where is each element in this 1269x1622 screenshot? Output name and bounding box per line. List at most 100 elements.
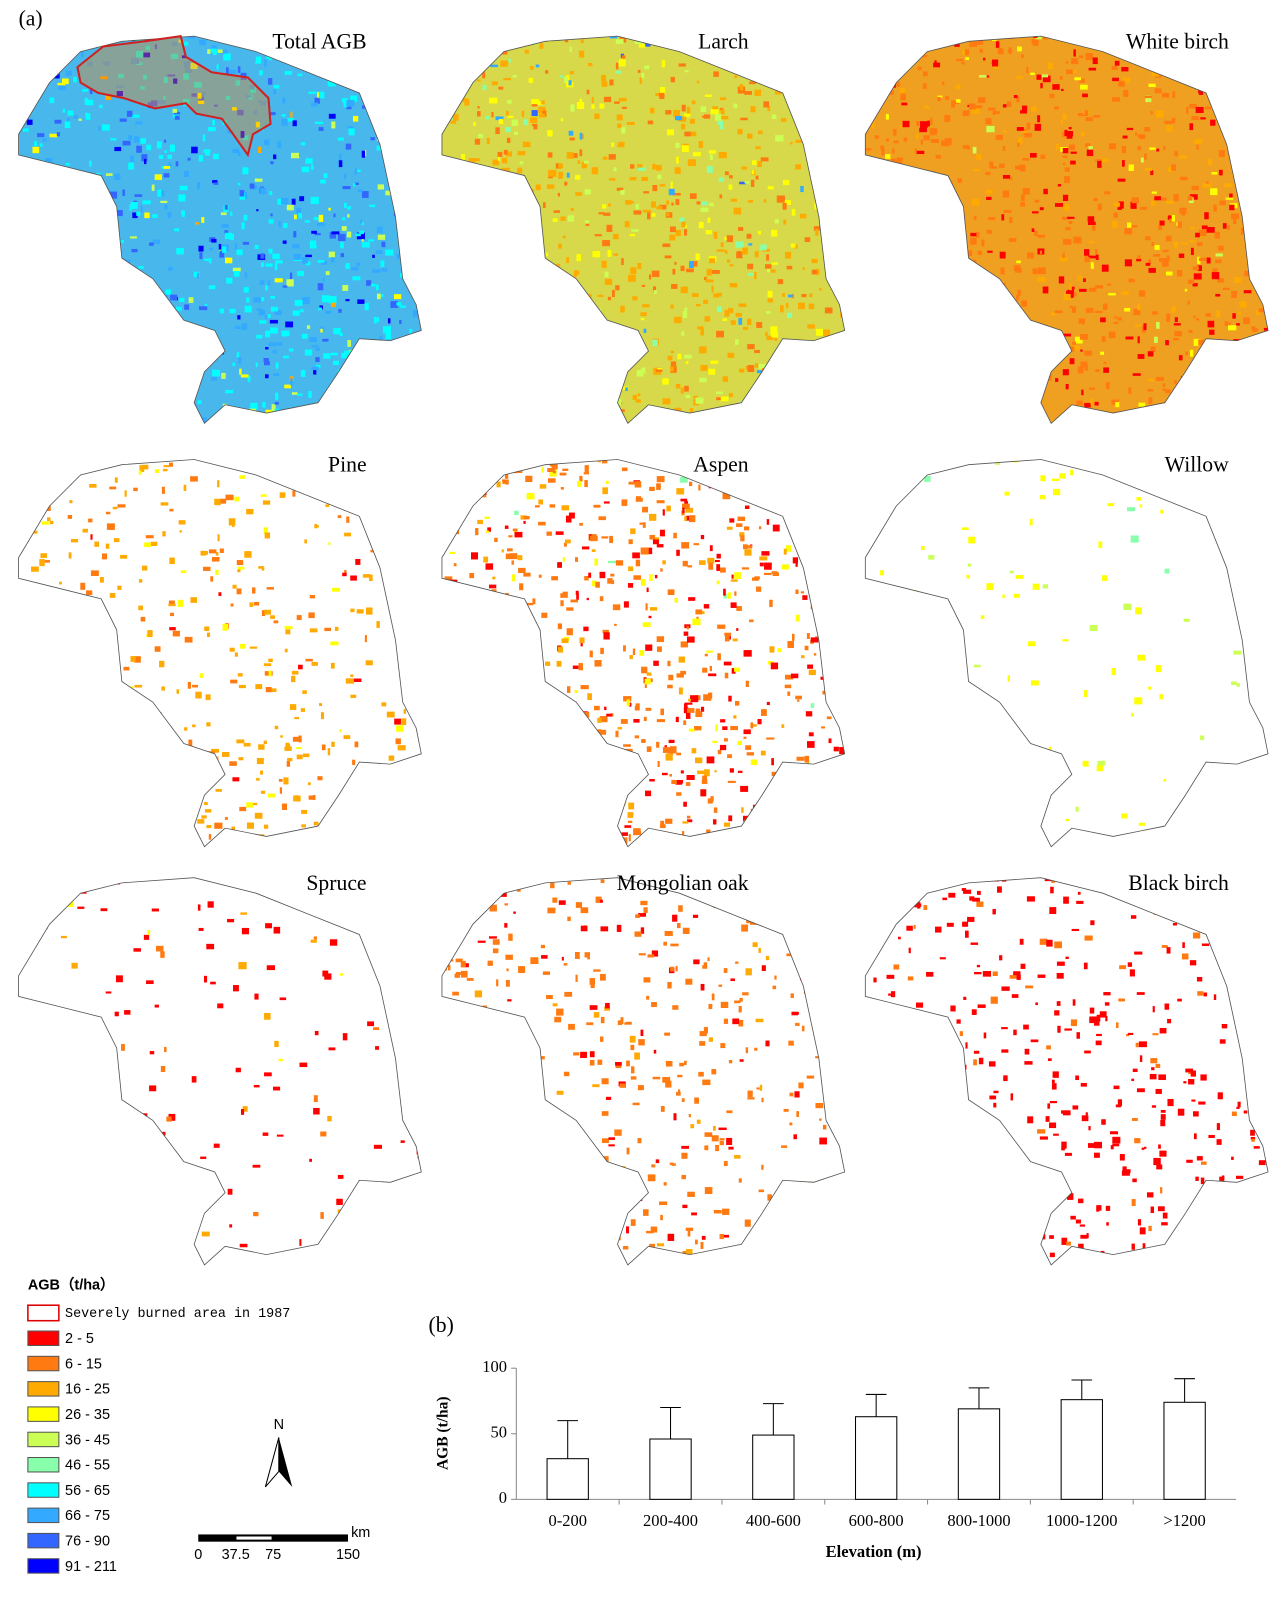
map-pixel	[343, 384, 350, 389]
map-pixel	[176, 689, 180, 694]
map-pixel	[419, 319, 422, 324]
map-pixel	[750, 470, 755, 476]
map-pixel	[804, 36, 813, 39]
map-pixel	[87, 61, 93, 67]
map-pixel	[934, 385, 942, 393]
map-pixel	[832, 53, 839, 58]
map-pixel	[820, 85, 825, 88]
map-pixel	[883, 174, 889, 178]
map-pixel	[883, 67, 890, 71]
map-pixel	[713, 293, 720, 298]
map-pixel	[1065, 383, 1069, 390]
map-pixel	[1008, 47, 1012, 54]
map-pixel	[881, 370, 886, 376]
map-pixel	[356, 609, 364, 614]
map-pixel	[1178, 355, 1183, 361]
map-pixel	[415, 829, 420, 834]
map-pixel	[103, 1066, 107, 1070]
map-pixel	[706, 166, 713, 174]
map-pixel	[453, 81, 457, 85]
map-pixel	[167, 1192, 174, 1196]
map-pixel	[1022, 361, 1030, 366]
map-pixel	[486, 137, 490, 145]
map-pixel	[207, 348, 214, 353]
map-pixel	[487, 227, 494, 231]
map-pixel	[924, 105, 930, 109]
map-pixel	[662, 43, 668, 47]
map-pixel	[1173, 194, 1179, 202]
map-pixel	[714, 559, 720, 563]
map-pixel	[456, 1082, 460, 1086]
map-pixel	[1017, 142, 1020, 147]
map-pixel	[652, 339, 658, 346]
map-pixel	[1047, 62, 1053, 70]
map-title: Aspen	[693, 453, 749, 477]
map-pixel	[155, 1169, 164, 1176]
map-pixel	[348, 128, 355, 136]
map-pixel	[819, 1227, 824, 1234]
map-pixel	[215, 569, 219, 575]
map-pixel	[168, 335, 174, 342]
map-pixel	[1181, 212, 1186, 216]
map-pixel	[348, 82, 357, 87]
map-pixel	[469, 712, 477, 719]
map-pixel	[568, 1023, 575, 1030]
map-pixel	[577, 323, 585, 330]
map-pixel	[199, 306, 208, 311]
map-pixel	[1127, 962, 1133, 967]
map-pixel	[314, 97, 320, 104]
map-pixel	[1002, 146, 1006, 151]
map-pixel	[478, 385, 483, 391]
map-pixel	[755, 175, 759, 180]
map-pixel	[672, 193, 681, 196]
map-pixel	[1222, 223, 1227, 229]
map-pixel	[488, 245, 492, 252]
map-pixel	[70, 1070, 77, 1075]
map-pixel	[368, 393, 375, 400]
map-pixel	[1218, 245, 1224, 251]
map-pixel	[237, 315, 241, 320]
map-pixel	[804, 237, 811, 243]
map-pixel	[995, 41, 1000, 48]
map-pixel	[687, 1230, 691, 1237]
map-pixel	[150, 387, 155, 390]
map-pixel	[320, 712, 325, 720]
map-pixel	[584, 575, 589, 581]
map-pixel	[827, 1010, 831, 1015]
map-pixel	[920, 121, 928, 128]
map-pixel	[1234, 277, 1242, 283]
map-pixel	[795, 818, 799, 825]
map-pixel	[702, 775, 707, 781]
map-pixel	[478, 134, 484, 138]
map-pixel	[1211, 272, 1220, 280]
map-pixel	[833, 650, 840, 655]
map-pixel	[1123, 603, 1132, 611]
map-pixel	[547, 730, 554, 736]
map-pixel	[337, 515, 342, 518]
map-pixel	[552, 218, 558, 222]
map-pixel	[547, 130, 553, 137]
map-pixel	[1204, 212, 1209, 220]
map-pixel	[713, 71, 719, 77]
map-pixel	[92, 258, 99, 265]
map-pixel	[585, 744, 592, 751]
map-pixel	[106, 523, 115, 530]
map-pixel	[787, 691, 791, 696]
map-pixel	[362, 779, 369, 785]
map-pixel	[580, 907, 589, 914]
map-pixel	[760, 750, 766, 756]
map-pixel	[1220, 1199, 1227, 1207]
map-pixel	[66, 679, 74, 683]
map-pixel	[538, 521, 546, 526]
map-pixel	[826, 180, 830, 184]
map-pixel	[1065, 131, 1074, 137]
map-pixel	[500, 892, 507, 897]
map-pixel	[755, 67, 758, 73]
map-pixel	[311, 230, 317, 234]
map-pixel	[1163, 778, 1167, 782]
map-pixel	[295, 484, 302, 491]
map-pixel	[215, 789, 222, 792]
map-pixel	[495, 601, 503, 604]
map-pixel	[367, 341, 375, 345]
map-pixel	[935, 798, 940, 803]
